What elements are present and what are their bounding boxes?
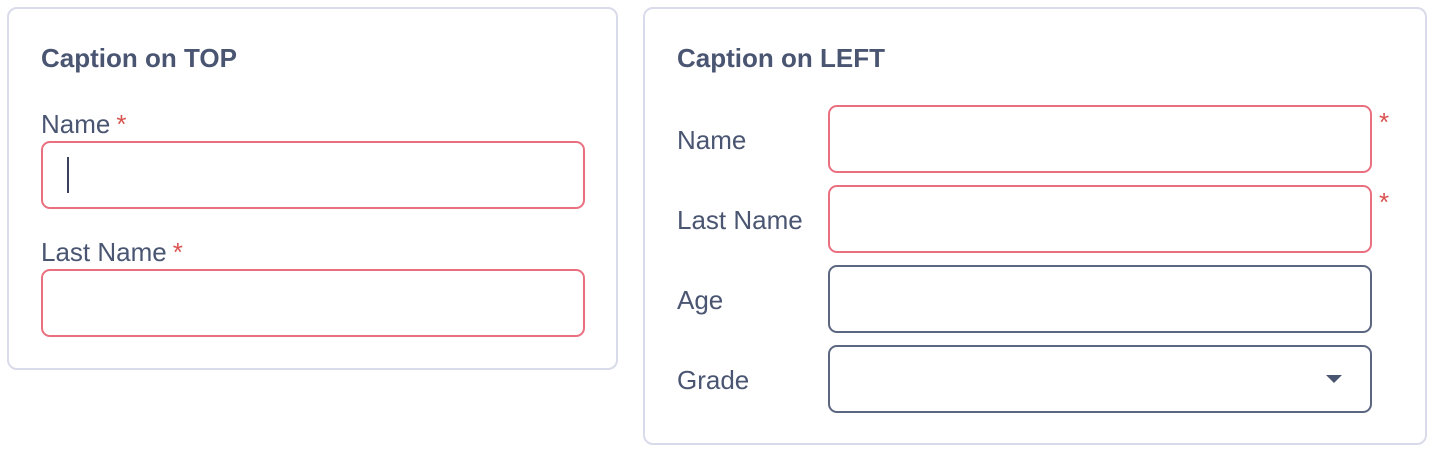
- required-mark: *: [116, 109, 127, 139]
- required-mark: *: [1379, 187, 1390, 217]
- last-name-label: Last Name *: [41, 237, 183, 268]
- last-name-label: Last Name: [677, 205, 803, 235]
- age-input[interactable]: [828, 265, 1372, 333]
- name-input[interactable]: [828, 105, 1372, 173]
- name-input[interactable]: [41, 141, 585, 209]
- name-label: Name *: [41, 109, 126, 140]
- last-name-input[interactable]: [41, 269, 585, 337]
- grade-select[interactable]: [828, 345, 1372, 413]
- name-label: Name: [677, 125, 747, 155]
- grade-label: Grade: [677, 365, 750, 395]
- name-label-text: Name: [41, 109, 111, 139]
- text-cursor: [67, 157, 69, 193]
- caret-down-icon[interactable]: [1326, 375, 1342, 383]
- last-name-input[interactable]: [828, 185, 1372, 253]
- caption-left-form: Caption on LEFT Name * Last Name * Age G…: [643, 7, 1427, 445]
- caption-top-form: Caption on TOP Name * Last Name *: [7, 7, 618, 370]
- form-title: Caption on LEFT: [677, 43, 885, 73]
- required-mark: *: [1379, 107, 1390, 137]
- last-name-label-text: Last Name: [41, 237, 167, 267]
- form-title: Caption on TOP: [41, 43, 237, 73]
- required-mark: *: [172, 237, 183, 267]
- age-label: Age: [677, 285, 724, 315]
